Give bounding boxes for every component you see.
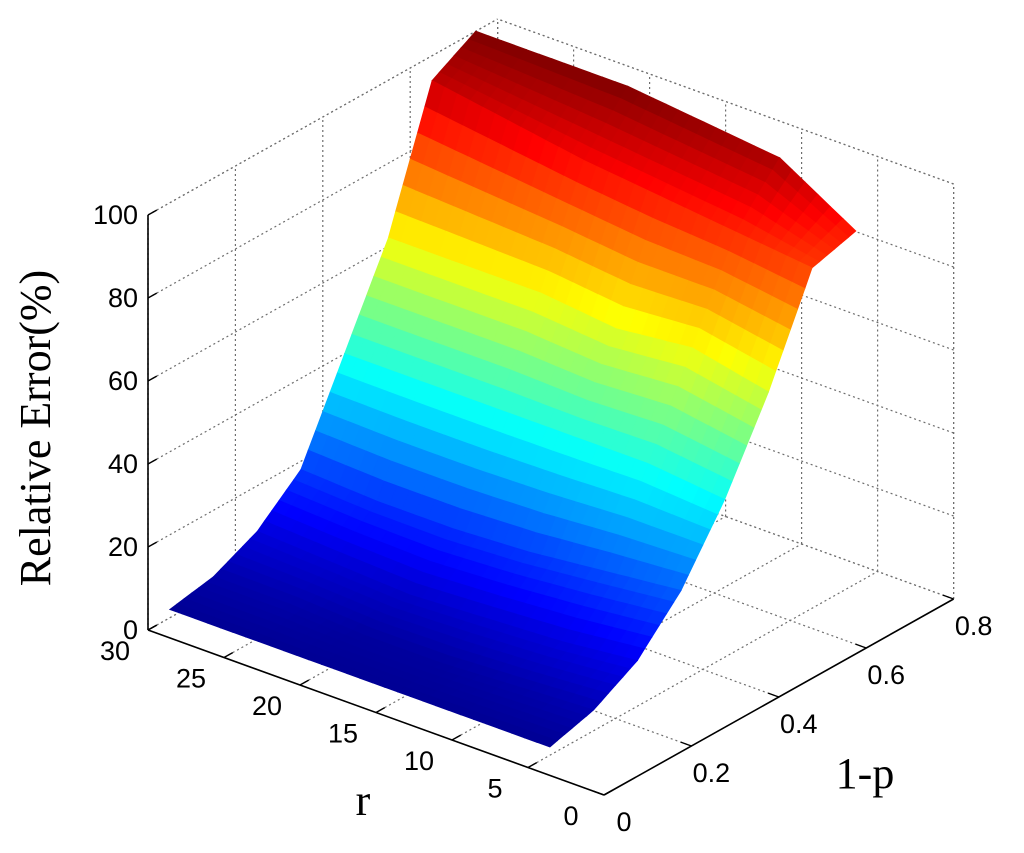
z-tick-mark <box>147 375 158 382</box>
y-tick-label: 0.4 <box>780 709 818 739</box>
floor-grid-line <box>235 580 692 747</box>
z-tick-label: 40 <box>108 449 138 479</box>
x-tick-label: 5 <box>487 774 502 804</box>
y-tick-mark <box>680 741 692 747</box>
z-tick-label: 100 <box>93 200 138 230</box>
box-edge <box>147 18 498 216</box>
x-tick-mark <box>299 679 310 686</box>
y-tick-mark <box>942 594 954 600</box>
y-axis-title: 1-p <box>836 749 895 798</box>
y-tick-label: 0.2 <box>693 758 731 788</box>
y-tick-mark <box>593 790 605 796</box>
y-tick-mark <box>767 692 780 698</box>
x-tick-label: 15 <box>328 719 358 749</box>
wall-grid-line <box>147 184 498 382</box>
z-tick-mark <box>147 541 158 548</box>
wall-grid-line <box>147 101 498 299</box>
box-edge <box>497 18 954 185</box>
floor-grid-line <box>322 531 780 698</box>
surface-plot <box>168 30 857 748</box>
wall-grid-line <box>497 350 954 517</box>
y-tick-label: 0.6 <box>867 660 905 690</box>
x-tick-mark <box>223 651 234 659</box>
x-tick-label: 25 <box>176 664 206 694</box>
wall-grid-line <box>497 101 954 268</box>
x-tick-mark <box>451 734 462 741</box>
surface-patch <box>536 735 558 748</box>
y-tick-label: 0.8 <box>955 611 993 641</box>
floor-grid-line <box>409 482 867 649</box>
z-tick-mark <box>147 458 158 465</box>
x-tick-mark <box>527 761 538 769</box>
y-tick-label: 0 <box>616 807 631 837</box>
z-tick-label: 60 <box>108 366 138 396</box>
x-tick-mark <box>375 706 386 714</box>
x-tick-mark <box>603 789 614 796</box>
y-tick-mark <box>855 643 867 649</box>
x-axis-title: r <box>356 776 371 825</box>
wall-grid-line <box>497 267 954 434</box>
z-tick-label: 0 <box>123 615 138 645</box>
z-tick-mark <box>147 624 158 631</box>
x-tick-label: 30 <box>100 636 130 666</box>
z-tick-label: 80 <box>108 283 138 313</box>
wall-grid-line <box>497 433 954 600</box>
axes <box>147 209 954 796</box>
wall-grid-line <box>147 267 498 465</box>
z-tick-label: 20 <box>108 532 138 562</box>
wall-grid-line <box>497 184 954 351</box>
x-tick-label: 10 <box>404 746 434 776</box>
x-tick-label: 20 <box>252 691 282 721</box>
x-tick-label: 0 <box>563 801 578 831</box>
z-axis-title: Relative Error(%) <box>11 270 60 586</box>
z-tick-mark <box>147 209 158 216</box>
z-tick-mark <box>147 292 158 299</box>
